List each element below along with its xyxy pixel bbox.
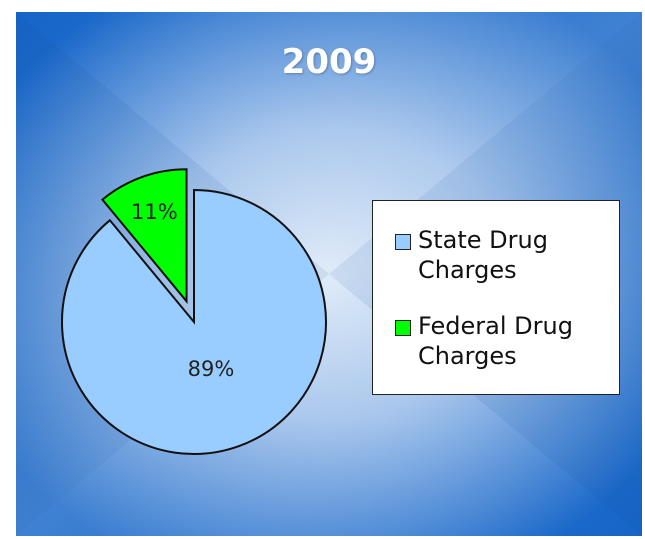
legend: State Drug Charges Federal Drug Charges [372,200,620,395]
pie-slice-federal [100,168,188,305]
data-label-state: 89% [188,357,235,381]
chart-area: 2009 11% 89% State Drug Charges Federal D… [16,12,642,536]
legend-label-state: State Drug Charges [418,226,548,284]
legend-swatch-federal [395,320,411,336]
legend-item-state: State Drug Charges [395,225,598,285]
pie-slice-state [61,188,327,455]
legend-swatch-state [395,234,411,250]
pie-chart: 11% 89% [61,168,327,455]
chart-title: 2009 [281,42,377,82]
legend-item-federal: Federal Drug Charges [395,311,598,371]
legend-label-federal: Federal Drug Charges [418,312,573,370]
data-label-federal: 11% [131,200,178,224]
